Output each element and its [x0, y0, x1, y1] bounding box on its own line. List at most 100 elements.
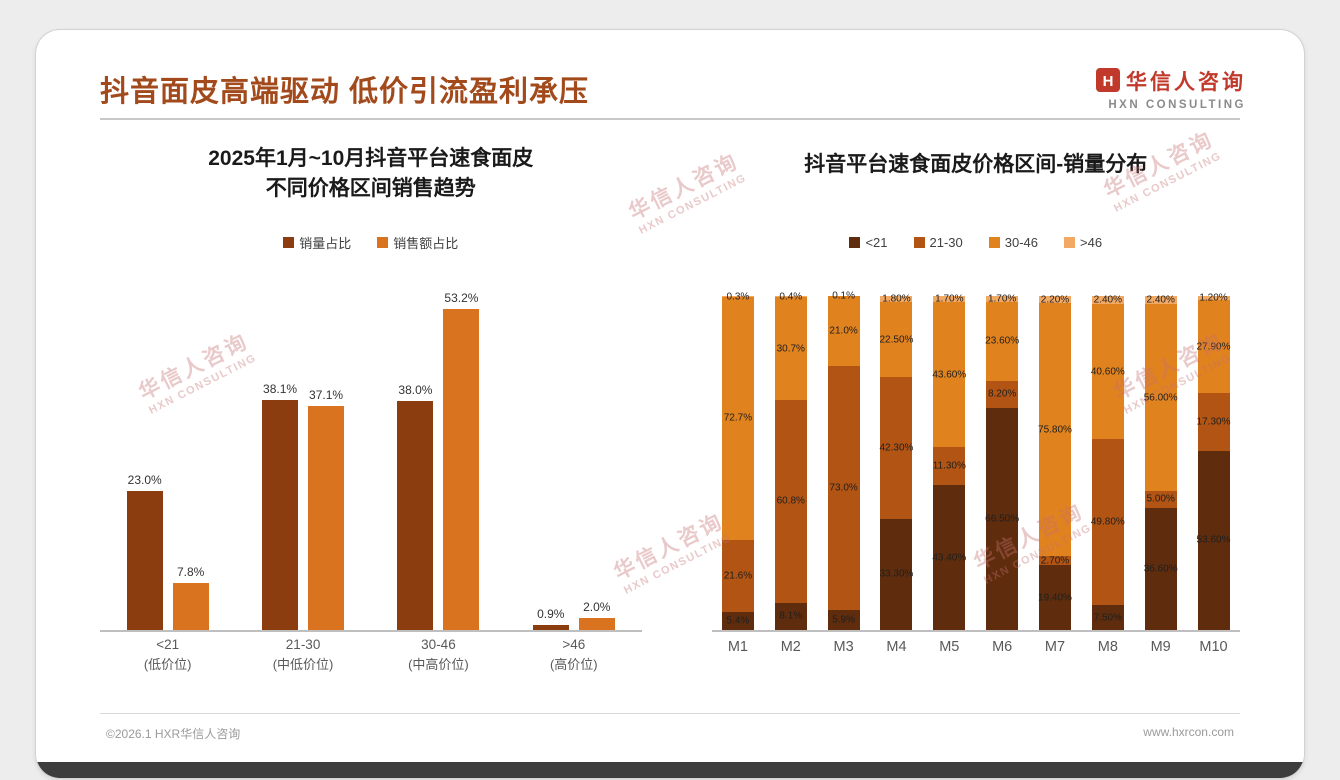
x-axis-label: <21 (低价位)	[100, 637, 235, 673]
stacked-bar-group: 1.70% 23.60% 8.20% 66.50%	[976, 293, 1029, 630]
segment-value-label: 42.30%	[879, 442, 914, 454]
bar: 2.0%	[578, 599, 615, 630]
segment-value-label: 8.20%	[987, 388, 1017, 400]
legend-swatch	[1064, 236, 1075, 248]
segment-value-label: 21.6%	[723, 570, 753, 582]
bar-segment: 8.1%	[774, 602, 807, 630]
stacked-bar-xlabels: M1 M2 M3 M4 M5 M6 M7 M8 M9 M10	[712, 637, 1241, 655]
legend-swatch	[913, 236, 925, 248]
segment-value-label: 1.80%	[882, 293, 911, 305]
bar-value-label: 2.0%	[583, 599, 611, 614]
bar-segment: 5.00%	[1144, 491, 1177, 508]
copyright-text: ©2026.1 HXR华信人咨询	[106, 727, 241, 741]
grouped-bar-chart: 2025年1月~10月抖音平台速食面皮 不同价格区间销售趋势 销量占比 销售额占比…	[100, 130, 642, 692]
bar-segment: 1.70%	[986, 293, 1019, 305]
x-axis-label: 30-46 (中高价位)	[371, 637, 506, 673]
header-divider	[100, 118, 1240, 120]
stacked-bar-group: 1.20% 27.90% 17.30% 53.60%	[1187, 292, 1240, 630]
bar-segment: 2.20%	[1038, 294, 1071, 305]
slide-body: 抖音面皮高端驱动 低价引流盈利承压 H 华信人咨询 HXN CONSULTING…	[36, 30, 1304, 762]
segment-value-label: 7.50%	[1093, 612, 1123, 624]
bar-segment: 27.90%	[1196, 300, 1231, 394]
x-category-sublabel: (中低价位)	[272, 657, 334, 672]
segment-value-label: 33.30%	[879, 568, 914, 580]
bar-group: 38.0% 53.2%	[371, 291, 506, 630]
stacked-bar: 2.40% 40.60% 49.80% 7.50%	[1091, 294, 1125, 630]
bar-segment: 21.0%	[827, 296, 860, 367]
bar-segment: 43.60%	[932, 301, 966, 448]
segment-value-label: 27.90%	[1196, 341, 1231, 353]
segment-value-label: 1.70%	[987, 293, 1017, 305]
bar-rect	[262, 400, 299, 630]
bar-segment: 5.4%	[721, 611, 754, 630]
grouped-bar-xlabels: <21 (低价位) 21-30 (中低价位) 30-46 (中高价位) >46 (高价位)	[100, 637, 642, 673]
bar-segment: 22.50%	[879, 302, 914, 378]
x-axis-label: M5	[939, 639, 960, 655]
bar-segment: 1.80%	[880, 293, 913, 305]
stacked-bar-group: 2.40% 56.00% 5.00% 36.60%	[1134, 295, 1187, 630]
bar-rect	[443, 309, 480, 630]
bar-segment: 1.70%	[933, 293, 966, 304]
bar-group: 38.1% 37.1%	[235, 382, 370, 630]
page-title: 抖音面皮高端驱动 低价引流盈利承压	[100, 76, 590, 108]
x-axis-label: M3	[833, 639, 854, 655]
bar-segment: 56.00%	[1143, 304, 1178, 492]
x-axis-label: M4	[886, 639, 907, 655]
segment-value-label: 56.00%	[1143, 392, 1178, 404]
charts-area: 2025年1月~10月抖音平台速食面皮 不同价格区间销售趋势 销量占比 销售额占比…	[100, 130, 1240, 692]
segment-value-label: 5.00%	[1146, 493, 1175, 505]
bar-segment: 73.0%	[827, 366, 860, 611]
segment-value-label: 1.20%	[1199, 292, 1228, 304]
stacked-bar: 2.40% 56.00% 5.00% 36.60%	[1143, 295, 1178, 630]
bar-segment: 5.9%	[827, 610, 860, 630]
segment-value-label: 2.70%	[1040, 555, 1070, 567]
logo: H 华信人咨询 HXN CONSULTING	[1096, 68, 1246, 113]
x-axis-label: M10	[1199, 639, 1228, 655]
bar-pair: 0.9% 2.0%	[532, 599, 615, 630]
stacked-bar-group: 2.40% 40.60% 49.80% 7.50%	[1081, 294, 1134, 630]
website-link[interactable]: www.hxrcon.com	[1143, 725, 1234, 739]
legend-swatch	[849, 236, 861, 248]
x-axis-label: M6	[992, 639, 1013, 655]
stacked-bar: 1.80% 22.50% 42.30% 33.30%	[879, 293, 914, 630]
bar-segment: 36.60%	[1144, 507, 1178, 630]
bar-segment: 75.80%	[1038, 303, 1072, 557]
segment-value-label: 53.60%	[1196, 534, 1231, 546]
segment-value-label: 2.40%	[1093, 294, 1123, 306]
bar-pair: 38.0% 53.2%	[397, 291, 480, 630]
bar-segment: 53.60%	[1196, 450, 1231, 630]
segment-value-label: 60.8%	[776, 495, 805, 507]
bar-segment: 33.30%	[879, 518, 914, 630]
legend-item: <21	[849, 234, 888, 250]
bar: 23.0%	[126, 473, 163, 630]
stacked-bar: 1.20% 27.90% 17.30% 53.60%	[1196, 292, 1231, 630]
bar-value-label: 7.8%	[177, 564, 205, 579]
grouped-bar-chart-title: 2025年1月~10月抖音平台速食面皮 不同价格区间销售趋势	[100, 130, 642, 226]
bar-rect	[578, 617, 615, 630]
bar-rect	[532, 624, 569, 630]
bar-value-label: 23.0%	[127, 473, 162, 488]
legend-label: <21	[865, 234, 888, 250]
footer-divider	[100, 713, 1240, 714]
segment-value-label: 23.60%	[985, 335, 1020, 347]
segment-value-label: 22.50%	[879, 334, 914, 346]
stacked-bar: 0.3% 72.7% 21.6% 5.4%	[721, 291, 754, 630]
bar: 38.1%	[262, 382, 299, 630]
bar-group: 0.9% 2.0%	[506, 600, 641, 630]
legend-label: 销售额占比	[393, 235, 459, 251]
segment-value-label: 5.4%	[726, 615, 750, 627]
legend-label: 销量占比	[299, 235, 352, 251]
bar-segment: 72.7%	[721, 297, 754, 540]
slide-bottom-bar	[36, 762, 1304, 778]
bar: 37.1%	[308, 388, 345, 630]
bar-segment: 2.70%	[1038, 555, 1071, 567]
bar-value-label: 37.1%	[309, 388, 344, 403]
x-category-sublabel: (高价位)	[549, 657, 598, 672]
footer: ©2026.1 HXR华信人咨询 www.hxrcon.com	[106, 725, 1234, 742]
legend-swatch	[283, 236, 295, 248]
x-category: 30-46	[421, 637, 456, 652]
bar: 53.2%	[443, 291, 480, 630]
stacked-bar-group: 0.1% 21.0% 73.0% 5.9%	[817, 291, 870, 630]
bar-value-label: 38.1%	[263, 382, 298, 397]
segment-value-label: 19.40%	[1038, 592, 1072, 604]
